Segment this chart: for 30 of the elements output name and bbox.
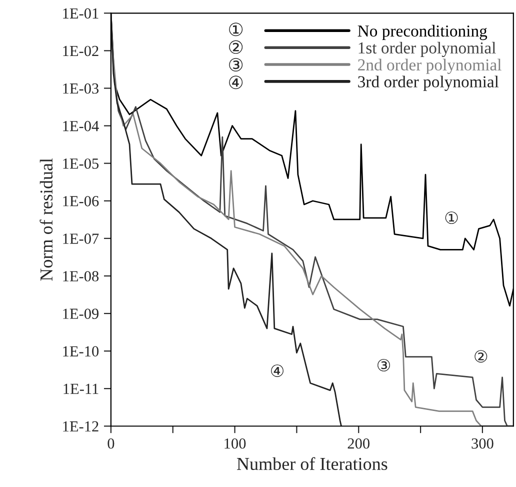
text: ④ bbox=[229, 76, 243, 90]
x-tick-label: 100 bbox=[224, 438, 246, 449]
y-tick-label: 1E-04 bbox=[63, 120, 99, 132]
y-tick-label: 1E-07 bbox=[63, 234, 99, 244]
annotation: ① bbox=[445, 211, 458, 224]
y-tick-label: 1E-08 bbox=[63, 271, 99, 282]
y-tick-label: 1E-03 bbox=[63, 83, 99, 94]
text: ② bbox=[229, 40, 243, 54]
text: ① bbox=[229, 22, 243, 36]
text: 1st order polynomial bbox=[358, 42, 496, 58]
x-tick-label: 0 bbox=[108, 438, 114, 449]
y-tick-label: 1E-10 bbox=[63, 346, 99, 356]
annotation: ③ bbox=[378, 358, 390, 372]
text: 2nd order polynomial bbox=[358, 58, 502, 74]
y-axis-title: Norm of residual bbox=[40, 158, 53, 281]
y-tick-label: 1E-11 bbox=[64, 384, 98, 394]
y-tick-label: 1E-06 bbox=[63, 196, 99, 206]
annotation: ② bbox=[474, 350, 488, 363]
x-tick-label: 300 bbox=[472, 438, 494, 449]
y-tick-label: 1E-05 bbox=[63, 158, 99, 169]
x-tick-label: 200 bbox=[348, 438, 370, 449]
y-tick-label: 1E-01 bbox=[63, 8, 98, 19]
annotation: ④ bbox=[271, 364, 284, 377]
text: No preconditioning bbox=[358, 24, 488, 40]
x-axis-title: Number of Iterations bbox=[236, 457, 388, 470]
text: 3rd order polynomial bbox=[358, 76, 499, 91]
y-tick-label: 1E-12 bbox=[63, 421, 98, 432]
text: ③ bbox=[229, 58, 243, 72]
y-tick-label: 1E-02 bbox=[63, 46, 98, 56]
y-tick-label: 1E-09 bbox=[63, 308, 99, 319]
